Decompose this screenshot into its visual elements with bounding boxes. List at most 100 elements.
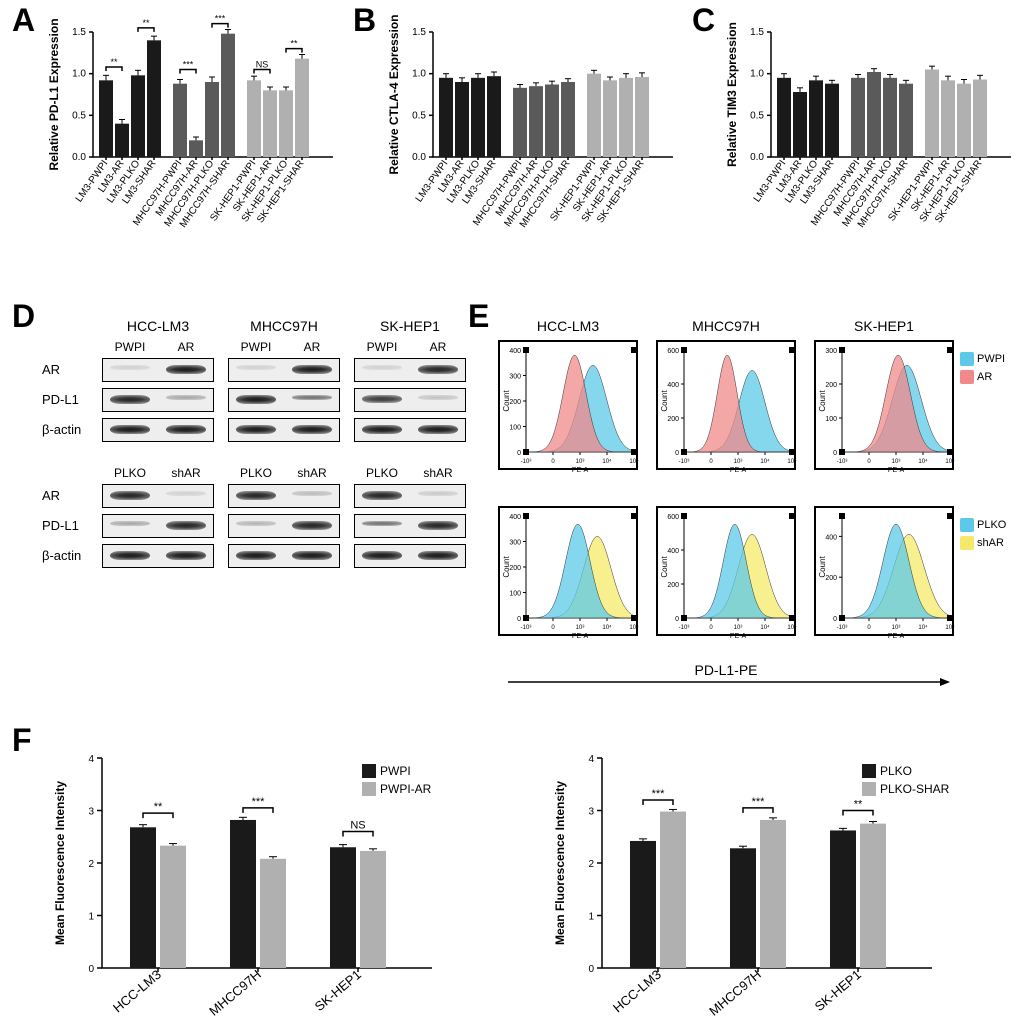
svg-text:10³: 10³	[734, 459, 743, 465]
svg-text:10³: 10³	[576, 459, 585, 465]
svg-text:**: **	[142, 18, 150, 28]
western-blot-panel: HCC-LM3MHCC97HSK-HEP1PWPIARPWPIARPWPIARA…	[42, 318, 472, 698]
svg-text:-10³: -10³	[837, 625, 848, 631]
panel-label-a: A	[12, 2, 35, 39]
svg-text:Count: Count	[818, 556, 827, 578]
svg-text:-10³: -10³	[679, 625, 690, 631]
svg-text:200: 200	[825, 382, 837, 389]
svg-text:Mean Fluorescence Intensity: Mean Fluorescence Intensity	[53, 781, 67, 945]
svg-text:Relative PD-L1 Expression: Relative PD-L1 Expression	[47, 18, 61, 170]
svg-text:200: 200	[825, 575, 837, 582]
svg-text:400: 400	[667, 382, 679, 389]
svg-text:0: 0	[867, 625, 871, 631]
svg-text:0: 0	[551, 459, 555, 465]
svg-text:Count: Count	[502, 390, 511, 412]
svg-text:Mean Fluorescence Intensity: Mean Fluorescence Intensity	[553, 781, 567, 945]
svg-text:1.0: 1.0	[750, 69, 764, 80]
svg-text:100: 100	[509, 425, 521, 432]
svg-text:0: 0	[588, 964, 594, 975]
svg-text:0: 0	[551, 625, 555, 631]
svg-text:0.0: 0.0	[72, 152, 86, 163]
svg-text:PE-A: PE-A	[888, 633, 905, 640]
panel-label-c: C	[692, 2, 715, 39]
svg-text:10⁴: 10⁴	[918, 458, 928, 465]
svg-text:MHCC97H: MHCC97H	[706, 967, 764, 1019]
svg-text:PLKO: PLKO	[880, 764, 912, 778]
svg-text:0.5: 0.5	[72, 110, 86, 121]
chart-f-left-mfi: 01234Mean Fluorescence IntensityHCC-LM3M…	[42, 748, 482, 1018]
svg-text:PLKO-SHAR: PLKO-SHAR	[880, 782, 950, 796]
svg-text:0: 0	[709, 625, 713, 631]
svg-text:400: 400	[509, 514, 521, 521]
svg-text:0: 0	[867, 459, 871, 465]
panel-label-b: B	[353, 2, 376, 39]
svg-text:3: 3	[588, 807, 594, 818]
svg-text:200: 200	[509, 565, 521, 572]
svg-text:Relative TIM3 Expression: Relative TIM3 Expression	[725, 22, 739, 167]
svg-text:1.0: 1.0	[412, 69, 426, 80]
svg-text:***: ***	[752, 796, 766, 808]
svg-text:600: 600	[667, 348, 679, 355]
svg-text:2: 2	[588, 859, 594, 870]
svg-text:4: 4	[88, 754, 94, 765]
chart-a-pdl1: 0.00.51.01.5Relative PD-L1 ExpressionLM3…	[38, 22, 343, 282]
svg-text:10⁵: 10⁵	[787, 458, 797, 465]
chart-b-ctla4: 0.00.51.01.5Relative CTLA-4 ExpressionLM…	[378, 22, 683, 282]
svg-text:0: 0	[709, 459, 713, 465]
svg-text:400: 400	[509, 348, 521, 355]
svg-text:0: 0	[675, 450, 679, 457]
svg-text:300: 300	[825, 348, 837, 355]
svg-text:400: 400	[825, 534, 837, 541]
svg-text:10⁵: 10⁵	[629, 458, 639, 465]
svg-text:-10³: -10³	[521, 459, 532, 465]
svg-text:0.0: 0.0	[750, 152, 764, 163]
svg-text:**: **	[154, 801, 163, 813]
svg-text:PE-A: PE-A	[730, 467, 747, 474]
svg-text:0: 0	[517, 450, 521, 457]
panel-label-d: D	[12, 298, 35, 335]
svg-text:10⁵: 10⁵	[945, 624, 955, 631]
svg-text:**: **	[854, 799, 863, 811]
svg-text:-10³: -10³	[679, 459, 690, 465]
svg-text:0: 0	[88, 964, 94, 975]
svg-text:***: ***	[252, 796, 266, 808]
svg-text:0: 0	[833, 450, 837, 457]
svg-text:-10³: -10³	[837, 459, 848, 465]
svg-text:1.5: 1.5	[72, 27, 86, 38]
panel-label-f: F	[12, 722, 32, 759]
svg-text:100: 100	[509, 591, 521, 598]
svg-text:600: 600	[667, 514, 679, 521]
svg-text:10⁴: 10⁴	[918, 624, 928, 631]
svg-text:10⁵: 10⁵	[945, 458, 955, 465]
svg-text:1.5: 1.5	[412, 27, 426, 38]
svg-text:0.5: 0.5	[412, 110, 426, 121]
svg-text:3: 3	[88, 807, 94, 818]
svg-text:10³: 10³	[734, 625, 743, 631]
svg-text:0.0: 0.0	[412, 152, 426, 163]
svg-text:10⁴: 10⁴	[760, 624, 770, 631]
svg-text:HCC-LM3: HCC-LM3	[610, 967, 664, 1016]
svg-text:PE-A: PE-A	[730, 633, 747, 640]
svg-text:**: **	[290, 39, 298, 49]
svg-text:Count: Count	[660, 390, 669, 412]
svg-text:PWPI: PWPI	[380, 764, 411, 778]
svg-text:***: ***	[183, 60, 194, 70]
svg-text:PE-A: PE-A	[572, 467, 589, 474]
svg-text:300: 300	[509, 374, 521, 381]
svg-text:1.0: 1.0	[72, 69, 86, 80]
svg-text:NS: NS	[256, 60, 269, 70]
svg-text:0.5: 0.5	[750, 110, 764, 121]
svg-text:0: 0	[675, 616, 679, 623]
svg-text:10⁴: 10⁴	[760, 458, 770, 465]
svg-text:10⁵: 10⁵	[787, 624, 797, 631]
svg-text:1: 1	[88, 912, 94, 923]
svg-text:NS: NS	[350, 820, 365, 832]
svg-text:***: ***	[215, 14, 226, 24]
svg-text:HCC-LM3: HCC-LM3	[110, 967, 164, 1016]
svg-text:0: 0	[517, 616, 521, 623]
svg-text:400: 400	[667, 548, 679, 555]
svg-text:2: 2	[88, 859, 94, 870]
svg-text:***: ***	[652, 788, 666, 800]
svg-text:300: 300	[509, 540, 521, 547]
svg-text:10⁵: 10⁵	[629, 624, 639, 631]
